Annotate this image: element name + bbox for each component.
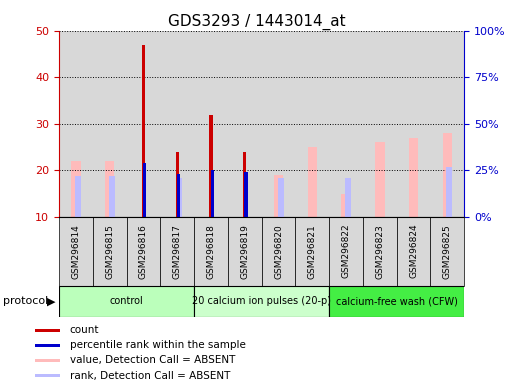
- Text: GSM296817: GSM296817: [173, 224, 182, 279]
- Bar: [397, 31, 430, 217]
- Bar: [160, 217, 194, 286]
- Text: percentile rank within the sample: percentile rank within the sample: [70, 341, 245, 351]
- Text: calcium-free wash (CFW): calcium-free wash (CFW): [336, 296, 458, 306]
- Bar: [244, 172, 248, 217]
- Text: count: count: [70, 326, 99, 336]
- Bar: [397, 217, 430, 286]
- Text: GSM296815: GSM296815: [105, 224, 114, 279]
- Bar: [262, 31, 295, 217]
- Bar: [363, 217, 397, 286]
- Bar: [127, 217, 160, 286]
- Bar: [175, 152, 179, 217]
- Bar: [35, 374, 61, 377]
- Text: GSM296825: GSM296825: [443, 224, 452, 279]
- Bar: [177, 174, 180, 217]
- Text: GSM296814: GSM296814: [71, 224, 81, 279]
- Bar: [93, 217, 127, 286]
- Text: rank, Detection Call = ABSENT: rank, Detection Call = ABSENT: [70, 371, 230, 381]
- Text: GSM296819: GSM296819: [240, 224, 249, 279]
- Bar: [59, 31, 93, 217]
- Bar: [35, 329, 61, 332]
- Text: GSM296823: GSM296823: [376, 224, 384, 279]
- Bar: [59, 217, 93, 286]
- Bar: [59, 286, 194, 317]
- Text: ▶: ▶: [47, 296, 55, 306]
- Bar: [329, 31, 363, 217]
- Text: GSM296820: GSM296820: [274, 224, 283, 279]
- Text: GDS3293 / 1443014_at: GDS3293 / 1443014_at: [168, 13, 345, 30]
- Bar: [375, 142, 385, 217]
- Text: control: control: [110, 296, 144, 306]
- Bar: [243, 152, 246, 217]
- Bar: [35, 359, 61, 362]
- Bar: [143, 163, 147, 217]
- Bar: [308, 147, 317, 217]
- Bar: [274, 175, 283, 217]
- Bar: [228, 217, 262, 286]
- Bar: [278, 178, 284, 217]
- Bar: [127, 31, 160, 217]
- Bar: [194, 217, 228, 286]
- Text: GSM296818: GSM296818: [206, 224, 215, 279]
- Bar: [211, 170, 214, 217]
- Bar: [194, 286, 329, 317]
- Bar: [228, 31, 262, 217]
- Bar: [430, 31, 464, 217]
- Bar: [160, 31, 194, 217]
- Bar: [341, 194, 351, 217]
- Bar: [443, 133, 452, 217]
- Text: GSM296821: GSM296821: [308, 224, 317, 279]
- Bar: [71, 161, 81, 217]
- Bar: [409, 138, 418, 217]
- Bar: [329, 217, 363, 286]
- Bar: [295, 217, 329, 286]
- Text: GSM296824: GSM296824: [409, 224, 418, 278]
- Text: protocol: protocol: [3, 296, 48, 306]
- Bar: [446, 167, 452, 217]
- Bar: [105, 161, 114, 217]
- Bar: [109, 176, 115, 217]
- Bar: [430, 217, 464, 286]
- Bar: [142, 45, 145, 217]
- Bar: [75, 176, 81, 217]
- Text: GSM296822: GSM296822: [342, 224, 350, 278]
- Text: value, Detection Call = ABSENT: value, Detection Call = ABSENT: [70, 356, 235, 366]
- Bar: [295, 31, 329, 217]
- Bar: [176, 178, 182, 217]
- Bar: [345, 178, 351, 217]
- Bar: [363, 31, 397, 217]
- Text: GSM296816: GSM296816: [139, 224, 148, 279]
- Bar: [329, 286, 464, 317]
- Bar: [35, 344, 61, 347]
- Bar: [194, 31, 228, 217]
- Text: 20 calcium ion pulses (20-p): 20 calcium ion pulses (20-p): [192, 296, 331, 306]
- Bar: [262, 217, 295, 286]
- Bar: [209, 114, 213, 217]
- Bar: [93, 31, 127, 217]
